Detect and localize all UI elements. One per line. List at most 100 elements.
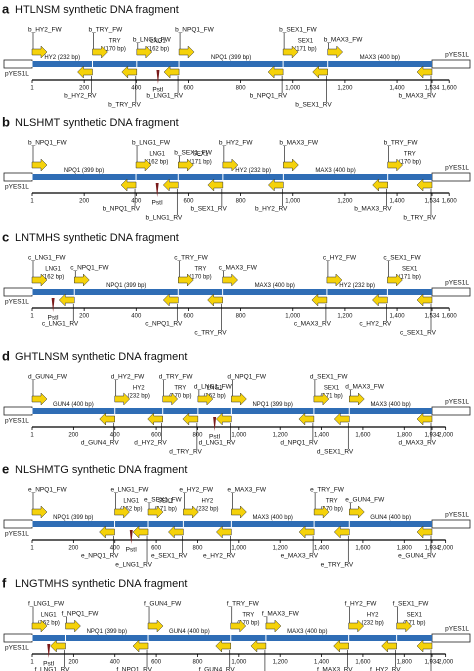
restriction-site-label: PstI <box>48 315 59 322</box>
forward-primer <box>283 158 299 172</box>
segment-size: (400 bp) <box>388 402 410 408</box>
axis-tick-label: 800 <box>192 660 203 666</box>
reverse-primer <box>77 65 93 79</box>
reverse-primer <box>311 293 328 307</box>
forward-primer <box>31 392 48 406</box>
segment-size: (162 bp) <box>120 507 142 513</box>
vector-label: pYES1L <box>445 399 469 406</box>
reverse-primer-label: b_HY2_RV <box>255 206 288 213</box>
segment-size: (400 bp) <box>187 629 209 635</box>
forward-primer <box>313 505 330 519</box>
axis-tick-label: 1,000 <box>231 660 247 666</box>
reverse-primer <box>416 412 433 426</box>
segment-size: (400 bp) <box>273 283 295 289</box>
reverse-primer <box>216 412 232 426</box>
segment-label: NPQ1 (399 bp) <box>64 168 104 174</box>
reverse-primer-label: f_LNG1_RV <box>35 667 71 671</box>
axis-tick-label: 1,400 <box>314 433 330 439</box>
insert-bar <box>32 635 432 641</box>
segment-label: GUN4 (400 bp) <box>370 515 411 521</box>
reverse-primer <box>333 525 350 539</box>
axis-tick-label: 200 <box>79 314 90 320</box>
segment-name: TRY <box>194 267 206 273</box>
forward-primer-label: f_NPQ1_FW <box>62 611 100 618</box>
forward-primer <box>349 392 365 406</box>
forward-primer <box>396 619 412 633</box>
reverse-primer-label: c_NPQ1_RV <box>145 321 183 328</box>
segment-size: (232 bp) <box>353 283 375 289</box>
axis-tick-label: 1,600 <box>355 433 371 439</box>
segment-name: LNG1 <box>123 499 139 505</box>
insert-bar <box>32 521 432 527</box>
axis-tick-label: 600 <box>183 86 194 92</box>
reverse-primer <box>333 639 349 653</box>
forward-primer <box>178 45 195 59</box>
forward-primer <box>387 273 403 287</box>
reverse-primer <box>207 178 224 192</box>
segment-size: (171 bp) <box>155 507 177 513</box>
segment-size: (400 bp) <box>389 515 411 521</box>
vector-box <box>431 519 471 529</box>
vector-box <box>431 59 471 69</box>
reverse-primer <box>58 293 75 307</box>
reverse-primer-label: b_SEX1_RV <box>295 102 332 109</box>
segment-label: NPQ1 (399 bp) <box>252 402 292 408</box>
axis-tick-label: 800 <box>236 199 247 205</box>
segment-size: (400 bp) <box>378 55 400 61</box>
segment-label: NPQ1 (399 bp) <box>106 283 146 289</box>
segment-name: NPQ1 <box>87 629 104 635</box>
axis-tick-label: 1,600 <box>442 314 458 320</box>
segment-size: (399 bp) <box>82 168 104 174</box>
forward-primer-label: e_MAX3_FW <box>227 487 267 494</box>
vector-box <box>3 406 33 416</box>
forward-primer-label: c_HY2_FW <box>323 255 357 262</box>
axis-tick-label: 1 <box>30 314 34 320</box>
segment-name: NPQ1 <box>53 515 70 521</box>
reverse-primer <box>372 178 388 192</box>
vector-label: pYES1L <box>445 52 469 59</box>
reverse-primer <box>298 412 315 426</box>
reverse-primer-label: b_NPQ1_RV <box>103 206 141 213</box>
segment-size: (400 bp) <box>305 629 327 635</box>
forward-primer-label: c_TRY_FW <box>174 255 208 262</box>
forward-primer <box>387 158 404 172</box>
reverse-primer <box>99 412 115 426</box>
reverse-primer <box>182 412 199 426</box>
forward-primer-label: d_GUN4_FW <box>28 374 68 381</box>
forward-primer-label: b_LNG1_FW <box>132 140 171 147</box>
axis-tick-label: 200 <box>79 86 90 92</box>
vector-box <box>3 519 33 529</box>
segment-size: (170 bp) <box>237 621 259 627</box>
reverse-primer <box>215 639 232 653</box>
reverse-primer <box>416 293 433 307</box>
segment-name: SEX1 <box>324 386 340 392</box>
panel-letter: a <box>2 1 10 16</box>
reverse-primer-label: b_MAX3_RV <box>354 206 392 213</box>
reverse-primer-label: c_TRY_RV <box>194 330 227 337</box>
forward-primer-label: e_NPQ1_FW <box>28 487 68 494</box>
insert-bar <box>32 408 432 414</box>
axis-tick-label: 1,000 <box>285 86 301 92</box>
panel-letter: d <box>2 348 10 363</box>
axis-tick-label: 1 <box>30 199 34 205</box>
restriction-site-label: PstI <box>209 434 220 441</box>
restriction-site-label: PstI <box>43 661 54 668</box>
forward-primer-label: b_NPQ1_FW <box>175 27 215 34</box>
axis-tick-label: 1,200 <box>273 660 289 666</box>
panel-title: LNTMHS synthetic DNA fragment <box>15 232 179 244</box>
segment-label: MAX3 (400 bp) <box>287 629 327 635</box>
reverse-primer <box>416 178 433 192</box>
segment-label: MAX3 (400 bp) <box>253 515 293 521</box>
segment-size: (232 bp) <box>196 507 218 513</box>
axis-tick-label: 1,934 <box>424 433 440 439</box>
axis-tick-label: 600 <box>183 199 194 205</box>
vector-label: pYES1L <box>445 280 469 287</box>
forward-primer <box>231 505 247 519</box>
reverse-primer <box>121 65 138 79</box>
segment-size: (400 bp) <box>71 402 93 408</box>
forward-primer-label: c_LNG1_FW <box>28 255 66 262</box>
segment-name: HY2 <box>367 613 379 619</box>
reverse-primer-label: e_TRY_RV <box>321 562 354 569</box>
segment-name: SEX1 <box>193 152 209 158</box>
reverse-primer-label: c_LNG1_RV <box>42 321 79 328</box>
